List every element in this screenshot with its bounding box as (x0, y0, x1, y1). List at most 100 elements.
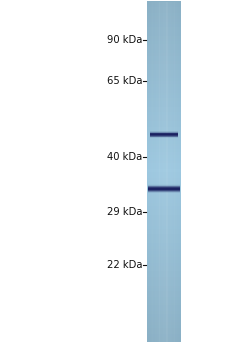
Bar (147, 55, 181, 58)
Bar (167, 2, 169, 342)
Bar (147, 293, 181, 297)
Bar (150, 135, 178, 136)
Bar (150, 134, 178, 135)
Bar (147, 2, 148, 342)
Bar (156, 2, 157, 342)
Bar (164, 2, 165, 342)
Bar (148, 185, 180, 186)
Bar (147, 46, 181, 50)
Bar (148, 190, 180, 191)
Text: 22 kDa: 22 kDa (106, 260, 142, 270)
Bar (150, 2, 152, 342)
Bar (150, 133, 178, 134)
Bar (147, 100, 181, 104)
Bar (147, 120, 181, 124)
Bar (150, 132, 178, 133)
Bar (147, 197, 181, 200)
Bar (147, 21, 181, 24)
Bar (150, 137, 178, 138)
Bar (147, 143, 181, 147)
Text: 40 kDa: 40 kDa (107, 151, 142, 162)
Bar (148, 184, 180, 185)
Text: 29 kDa: 29 kDa (106, 206, 142, 217)
Bar (147, 313, 181, 317)
Bar (147, 146, 181, 149)
Bar (147, 12, 181, 16)
Bar (152, 2, 154, 342)
Bar (154, 2, 155, 342)
Bar (147, 106, 181, 109)
Bar (147, 10, 181, 13)
Bar (147, 276, 181, 280)
Bar (147, 137, 181, 141)
Bar (166, 2, 168, 342)
Bar (147, 282, 181, 286)
Bar (147, 237, 181, 240)
Bar (149, 2, 150, 342)
Bar (147, 200, 181, 203)
Bar (148, 191, 180, 192)
Bar (147, 69, 181, 73)
Bar (147, 140, 181, 144)
Bar (148, 187, 180, 188)
Bar (147, 189, 181, 192)
Bar (148, 189, 180, 190)
Bar (147, 32, 181, 36)
Bar (148, 192, 180, 193)
Bar (171, 2, 172, 342)
Bar (147, 4, 181, 8)
Bar (147, 92, 181, 95)
Bar (147, 217, 181, 220)
Bar (147, 26, 181, 30)
Bar (148, 189, 180, 190)
Bar (147, 262, 181, 266)
Bar (147, 185, 181, 189)
Bar (147, 123, 181, 127)
Bar (147, 191, 181, 195)
Bar (147, 109, 181, 112)
Bar (147, 35, 181, 39)
Bar (148, 192, 180, 193)
Bar (147, 327, 181, 331)
Bar (147, 239, 181, 243)
Text: 90 kDa: 90 kDa (107, 34, 142, 45)
Bar (147, 228, 181, 232)
Bar (147, 132, 181, 135)
Bar (147, 89, 181, 93)
Bar (155, 2, 156, 342)
Bar (150, 132, 178, 133)
Bar (147, 95, 181, 98)
Bar (147, 308, 181, 311)
Bar (148, 185, 180, 186)
Bar (147, 245, 181, 249)
Bar (150, 135, 178, 136)
Bar (147, 251, 181, 254)
Bar (147, 259, 181, 263)
Bar (177, 2, 178, 342)
Bar (169, 2, 170, 342)
Bar (150, 137, 178, 138)
Bar (147, 242, 181, 246)
Bar (147, 305, 181, 308)
Bar (148, 186, 180, 187)
Bar (147, 163, 181, 166)
Bar (147, 86, 181, 90)
Bar (147, 254, 181, 257)
Bar (147, 223, 181, 226)
Bar (147, 336, 181, 340)
Bar (150, 131, 178, 132)
Bar (147, 177, 181, 181)
Bar (147, 299, 181, 303)
Bar (157, 2, 158, 342)
Bar (172, 2, 173, 342)
Bar (158, 2, 160, 342)
Bar (147, 290, 181, 294)
Bar (147, 61, 181, 64)
Bar (148, 186, 180, 187)
Bar (147, 279, 181, 283)
Bar (147, 285, 181, 288)
Bar (147, 58, 181, 61)
Bar (147, 44, 181, 47)
Bar (147, 151, 181, 155)
Bar (147, 194, 181, 197)
